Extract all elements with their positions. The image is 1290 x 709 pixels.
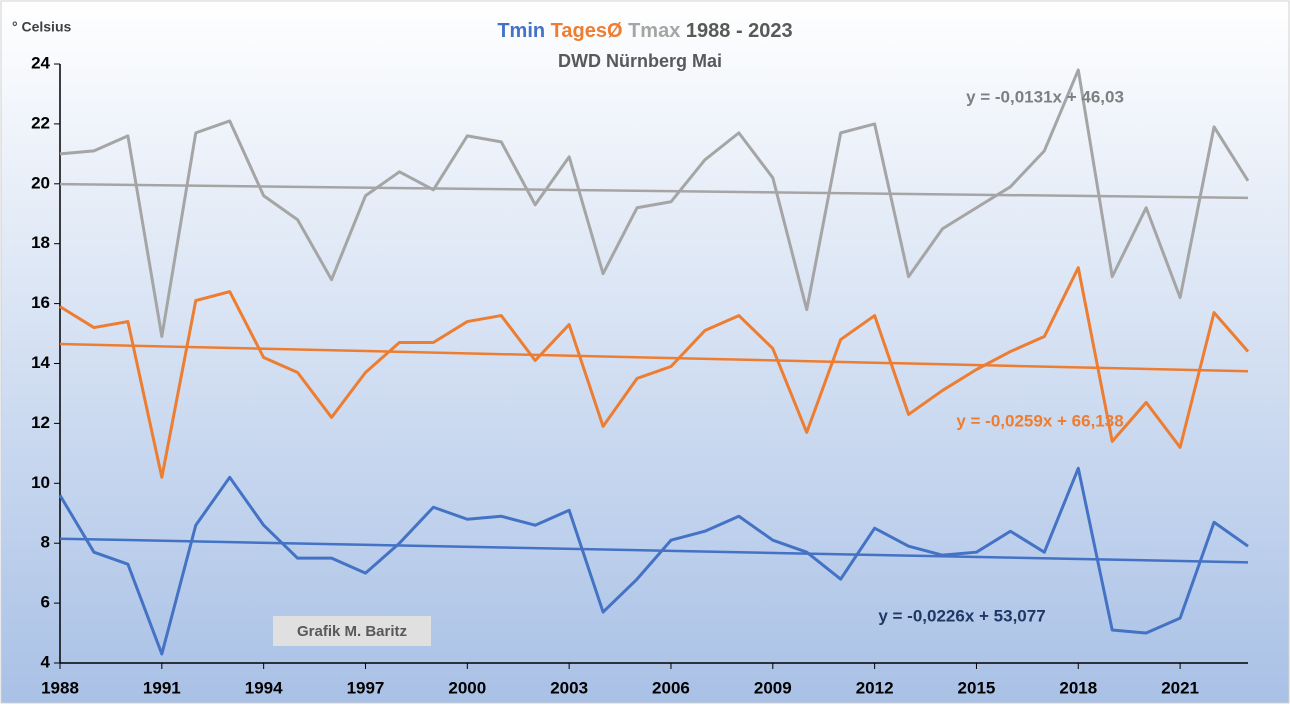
- trend-label: y = -0,0259x + 66,138: [956, 411, 1123, 430]
- x-tick-label: 1997: [347, 678, 385, 697]
- x-tick-label: 1991: [143, 678, 181, 697]
- chart-subtitle: DWD Nürnberg Mai: [558, 51, 722, 71]
- chart-title: Tmin TagesØ Tmax 1988 - 2023: [497, 20, 792, 42]
- y-tick-label: 18: [31, 233, 50, 252]
- y-tick-label: 16: [31, 293, 50, 312]
- annotation-box: [273, 616, 431, 646]
- trend-line: [59, 537, 1249, 564]
- x-tick-label: 2012: [856, 678, 894, 697]
- y-tick-label: 20: [31, 173, 50, 192]
- trend-label: y = -0,0226x + 53,077: [878, 606, 1045, 625]
- trend-line: [59, 342, 1249, 373]
- x-tick-label: 1994: [245, 678, 283, 697]
- x-tick-label: 2006: [652, 678, 690, 697]
- x-tick-label: 2015: [958, 678, 996, 697]
- title-part: 1988 - 2023: [686, 20, 793, 42]
- y-tick-label: 22: [31, 113, 50, 132]
- x-tick-label: 2009: [754, 678, 792, 697]
- title-part: Tmax: [628, 20, 680, 42]
- trend-line: [59, 182, 1249, 200]
- y-tick-label: 8: [41, 533, 50, 552]
- y-tick-label: 14: [31, 353, 50, 372]
- x-tick-label: 2000: [448, 678, 486, 697]
- trend-label: y = -0,0131x + 46,03: [966, 87, 1124, 106]
- y-tick-label: 4: [41, 652, 51, 671]
- y-tick-label: 6: [41, 593, 50, 612]
- x-tick-label: 2018: [1059, 678, 1097, 697]
- series-line: [58, 466, 1249, 656]
- x-tick-label: 2021: [1161, 678, 1199, 697]
- title-part: Tmin: [497, 20, 545, 42]
- annotation: Grafik M. Baritz: [297, 623, 407, 640]
- y-tick-label: 24: [31, 53, 50, 72]
- title-part: TagesØ: [551, 20, 623, 42]
- y-axis-label: ° Celsius: [12, 19, 72, 35]
- y-tick-label: 10: [31, 473, 50, 492]
- series-line: [59, 68, 1250, 339]
- x-tick-label: 2003: [550, 678, 588, 697]
- y-tick-label: 12: [31, 413, 50, 432]
- x-tick-label: 1988: [41, 678, 79, 697]
- series-line: [59, 266, 1250, 479]
